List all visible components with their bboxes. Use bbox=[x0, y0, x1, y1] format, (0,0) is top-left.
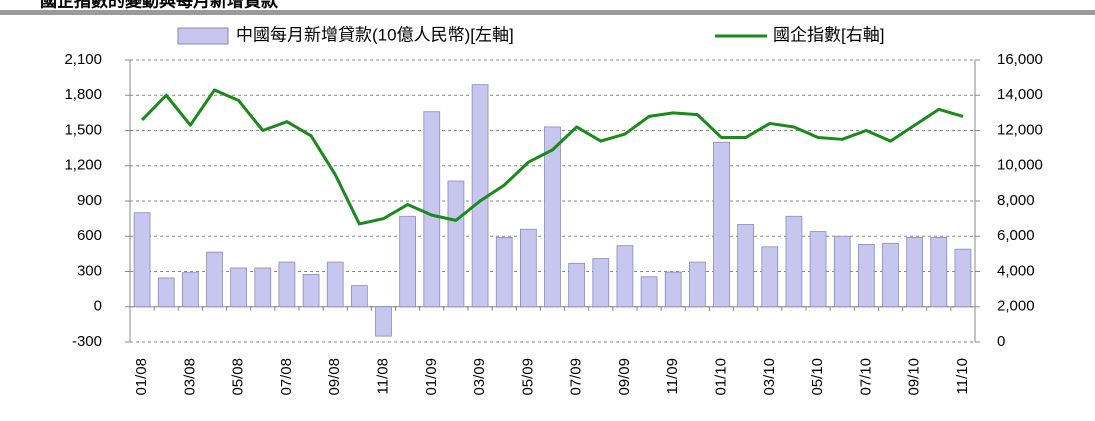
bar bbox=[785, 215, 803, 308]
chart-title: 國企指數的變動與每月新增貸款 bbox=[40, 0, 279, 10]
bar bbox=[688, 261, 706, 308]
bar bbox=[133, 212, 151, 308]
x-tick-label: 11/08 bbox=[374, 358, 391, 394]
y-tick-label: 2,100 bbox=[64, 51, 102, 68]
x-tick-label: 03/08 bbox=[181, 358, 198, 396]
x-tick-label: 09/10 bbox=[906, 358, 923, 396]
y2-tick-label: 14,000 bbox=[997, 86, 1043, 103]
y-tick-label: 600 bbox=[77, 227, 102, 244]
bar bbox=[157, 277, 175, 308]
bar bbox=[592, 258, 610, 308]
y2-tick-label: 12,000 bbox=[997, 121, 1043, 138]
x-tick-label: 11/09 bbox=[664, 358, 681, 394]
bar bbox=[495, 237, 513, 308]
x-tick-label: 05/10 bbox=[809, 358, 826, 396]
legend-swatch bbox=[177, 27, 229, 45]
y-tick-label: 0 bbox=[94, 298, 102, 315]
title-rule bbox=[0, 10, 1095, 15]
bar bbox=[713, 141, 730, 308]
x-tick-label: 09/09 bbox=[616, 358, 633, 396]
bar bbox=[882, 242, 899, 308]
x-tick-label: 09/08 bbox=[326, 358, 343, 396]
bar bbox=[761, 246, 779, 308]
bar bbox=[930, 237, 948, 308]
x-tick-label: 01/09 bbox=[423, 358, 440, 396]
y2-tick-label: 6,000 bbox=[997, 227, 1035, 244]
y-tick-label: 1,200 bbox=[64, 157, 102, 174]
bar bbox=[254, 267, 272, 308]
bar bbox=[857, 244, 875, 308]
bar bbox=[519, 228, 537, 308]
y2-tick-label: 16,000 bbox=[997, 51, 1043, 68]
x-tick-label: 01/08 bbox=[133, 358, 150, 396]
bar bbox=[664, 271, 682, 308]
bar bbox=[375, 306, 392, 337]
legend-label: 中國每月新增貸款(10億人民幣)[左軸] bbox=[236, 25, 514, 44]
bar bbox=[544, 126, 561, 308]
bar bbox=[181, 272, 199, 308]
bar bbox=[906, 237, 924, 308]
bar bbox=[350, 285, 368, 308]
bar bbox=[206, 251, 223, 308]
y2-tick-label: 8,000 bbox=[997, 192, 1035, 209]
x-tick-label: 07/09 bbox=[568, 358, 585, 396]
x-tick-label: 07/10 bbox=[857, 358, 874, 396]
y2-tick-label: 10,000 bbox=[997, 157, 1043, 174]
y2-tick-label: 4,000 bbox=[997, 262, 1035, 279]
bar bbox=[568, 262, 586, 308]
x-tick-label: 05/09 bbox=[519, 358, 536, 396]
bar bbox=[833, 235, 851, 308]
bar bbox=[399, 215, 417, 308]
x-tick-label: 05/08 bbox=[230, 358, 247, 396]
y-tick-label: 1,800 bbox=[64, 86, 102, 103]
bar bbox=[326, 261, 344, 308]
bar bbox=[230, 267, 248, 308]
line bbox=[140, 88, 964, 226]
y2-tick-label: 2,000 bbox=[997, 298, 1035, 315]
x-tick-label: 07/08 bbox=[278, 358, 295, 396]
bar bbox=[302, 274, 320, 308]
y-tick-label: 300 bbox=[77, 262, 102, 279]
bar bbox=[954, 248, 972, 308]
y2-tick-label: 0 bbox=[997, 333, 1005, 350]
x-tick-label: 11/10 bbox=[954, 358, 971, 394]
legend-label: 國企指數[右軸] bbox=[773, 25, 884, 44]
y-tick-label: -300 bbox=[72, 333, 102, 350]
bar bbox=[423, 111, 441, 308]
y-tick-label: 1,500 bbox=[64, 121, 102, 138]
y-tick-label: 900 bbox=[77, 192, 102, 209]
x-tick-label: 03/10 bbox=[761, 358, 778, 396]
x-tick-label: 01/10 bbox=[712, 358, 729, 396]
bar bbox=[278, 261, 296, 308]
bar bbox=[640, 276, 658, 308]
x-tick-label: 03/09 bbox=[471, 358, 488, 396]
bar bbox=[447, 180, 465, 308]
bar bbox=[616, 245, 634, 308]
bar bbox=[809, 231, 827, 308]
bar bbox=[737, 224, 755, 308]
